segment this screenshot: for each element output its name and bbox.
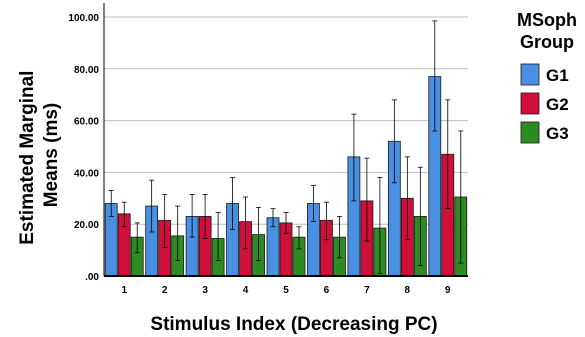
bars	[104, 76, 468, 277]
y-axis-title-line-1: Estimated Marginal	[17, 71, 38, 245]
error-bar-g3-6	[336, 216, 342, 259]
x-tick-label: 6	[324, 285, 330, 296]
error-bar-g2-5	[283, 212, 289, 234]
x-tick-label: 2	[162, 285, 168, 296]
legend-swatch	[520, 63, 540, 86]
error-bar-g2-1	[121, 201, 127, 228]
x-tick-label: 1	[121, 285, 127, 296]
y-tick-label: 60.00	[74, 117, 99, 128]
y-tick-labels: .00 20.00 40.00 60.00 80.00 100.00	[68, 13, 99, 283]
legend-label: G2	[546, 95, 569, 114]
error-bar-g1-6	[310, 184, 316, 223]
x-tick-label: 9	[445, 285, 451, 296]
error-bar-g3-9	[458, 130, 464, 264]
error-bar-g2-6	[323, 201, 329, 241]
error-bar-g2-8	[404, 156, 410, 241]
legend-title-line-1: MSoph	[517, 10, 577, 30]
error-bar-g3-1	[134, 222, 140, 254]
error-bar-g3-3	[215, 212, 221, 261]
legend-label: G3	[546, 124, 569, 143]
error-bar-g2-3	[202, 194, 208, 239]
legend-label: G1	[546, 66, 569, 85]
x-tick-label: 8	[405, 285, 411, 296]
x-tick-labels: 1 2 3 4 5 6 7 8 9	[121, 285, 451, 296]
error-bar-g1-7	[351, 113, 357, 202]
error-bar-g3-4	[256, 206, 262, 261]
error-bar-g1-8	[391, 99, 397, 184]
x-tick-label: 7	[364, 285, 370, 296]
legend-items: G1 G2 G3	[520, 63, 569, 144]
x-tick-label: 3	[202, 285, 208, 296]
error-bar-g3-2	[175, 205, 181, 261]
y-tick-label: 40.00	[74, 168, 99, 179]
legend-title-line-2: Group	[520, 32, 574, 52]
error-bar-g2-4	[243, 196, 249, 250]
axes	[103, 3, 468, 277]
legend-swatch	[520, 121, 540, 144]
error-bar-g1-9	[432, 20, 438, 132]
error-bar-g1-5	[270, 208, 276, 228]
error-bar-g1-2	[149, 179, 155, 233]
y-tick-label: 80.00	[74, 65, 99, 76]
error-bar-g2-2	[162, 194, 168, 248]
y-axis-title: Estimated Marginal Means (ms)	[17, 65, 62, 245]
error-bar-g1-1	[108, 190, 114, 217]
error-bar-g3-5	[296, 226, 302, 250]
error-bar-g1-3	[189, 194, 195, 238]
y-tick-label: 20.00	[74, 220, 99, 231]
y-axis-title-line-2: Means (ms)	[41, 103, 62, 208]
legend-item-g2: G2	[520, 92, 569, 115]
legend-item-g3: G3	[520, 121, 569, 144]
legend: MSoph Group G1 G2 G3	[517, 10, 577, 144]
error-bar-g1-4	[230, 177, 236, 230]
error-bar-g2-7	[364, 157, 370, 242]
error-bar-g3-7	[377, 177, 383, 274]
x-tick-label: 4	[243, 285, 249, 296]
gridlines	[104, 16, 468, 225]
x-axis-title: Stimulus Index (Decreasing PC)	[150, 314, 437, 335]
x-tick-label: 5	[283, 285, 289, 296]
y-tick-label: .00	[85, 272, 99, 283]
y-tick-label: 100.00	[68, 13, 99, 24]
error-bar-g2-9	[445, 99, 451, 210]
error-bars	[108, 20, 464, 274]
legend-item-g1: G1	[520, 63, 569, 86]
legend-swatch	[520, 92, 540, 115]
error-bar-g3-8	[417, 166, 423, 267]
